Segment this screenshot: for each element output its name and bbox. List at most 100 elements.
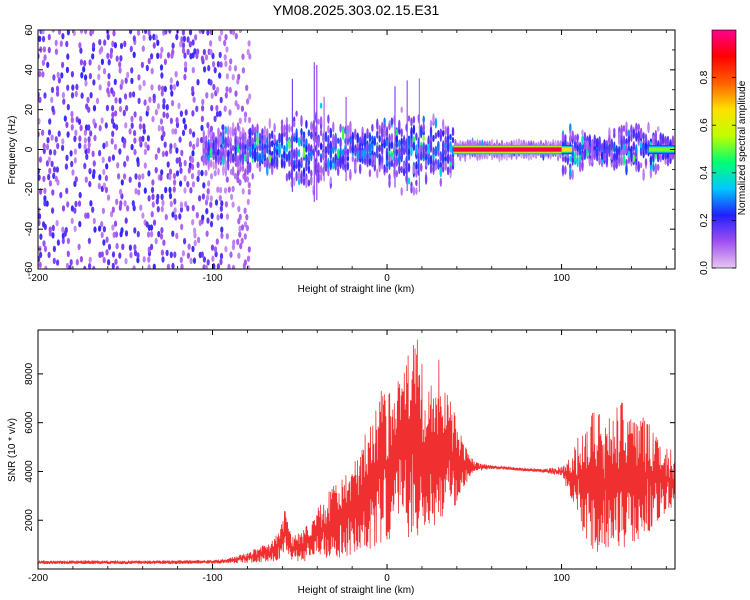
heat-cell: [124, 77, 128, 84]
heat-cell: [324, 131, 328, 142]
heat-cell: [637, 130, 640, 139]
heat-cell: [439, 153, 442, 163]
heat-cell: [175, 232, 179, 240]
heat-cell: [79, 47, 83, 54]
heat-cell: [337, 161, 340, 168]
heat-cell: [610, 141, 613, 151]
heat-cell: [422, 115, 425, 124]
heat-cell: [241, 53, 245, 60]
heat-cell: [246, 98, 250, 105]
heat-cell: [209, 125, 213, 132]
heat-cell: [451, 127, 455, 135]
heat-cell: [644, 158, 648, 166]
heat-cell: [177, 102, 181, 110]
heat-cell: [415, 179, 418, 187]
heat-cell: [61, 226, 65, 233]
heat-cell: [407, 177, 411, 185]
heat-cell: [258, 165, 262, 173]
heat-cell: [581, 129, 584, 136]
heat-cell: [102, 226, 106, 233]
heat-cell: [77, 118, 82, 125]
heat-cell: [337, 148, 340, 159]
heat-cell: [218, 51, 222, 59]
heat-cell: [263, 125, 267, 136]
heat-cell: [388, 153, 391, 163]
heat-cell: [100, 251, 104, 258]
heat-cell: [295, 110, 298, 117]
heat-cell: [102, 168, 106, 176]
heat-cell: [581, 135, 584, 146]
heat-cell: [605, 149, 609, 157]
heat-cell: [442, 118, 445, 131]
heat-cell: [38, 174, 41, 181]
heat-cell: [225, 86, 229, 93]
heat-cell: [439, 166, 442, 178]
heat-cell: [110, 87, 114, 94]
heat-cell: [83, 143, 87, 150]
tonal-line-band: [561, 147, 573, 149]
heat-cell: [327, 166, 330, 177]
heat-cell: [266, 161, 269, 169]
heat-cell: [657, 126, 660, 133]
heat-cell: [57, 77, 62, 84]
heat-cell: [186, 181, 190, 188]
heat-cell: [410, 185, 413, 194]
heat-cell: [297, 149, 301, 158]
heat-cell: [44, 265, 48, 269]
heat-cell: [218, 195, 222, 202]
heat-cell: [59, 191, 63, 199]
heat-cell: [118, 148, 122, 155]
heat-cell: [173, 142, 177, 149]
heat-cell: [186, 48, 190, 56]
heat-cell: [183, 238, 187, 245]
heat-cell: [245, 224, 249, 232]
tonal-line-band: [648, 151, 675, 154]
heat-cell: [180, 263, 184, 269]
heat-cell: [151, 115, 155, 123]
heat-cell: [368, 156, 372, 167]
heat-cell: [237, 205, 241, 213]
heat-cell: [51, 207, 55, 214]
heat-cell: [169, 143, 173, 150]
heat-cell: [117, 173, 121, 180]
heat-cell: [71, 84, 75, 91]
heat-cell: [152, 93, 156, 101]
heat-cell: [142, 79, 146, 87]
heat-cell: [432, 113, 435, 124]
heat-cell: [246, 138, 249, 150]
heat-cell: [236, 176, 240, 183]
heat-cell: [390, 160, 394, 168]
heat-cell: [627, 156, 631, 165]
heat-cell: [188, 140, 192, 148]
heat-cell: [248, 93, 252, 100]
heat-cell: [412, 141, 416, 151]
heat-cell: [216, 263, 220, 269]
heat-cell: [87, 237, 91, 245]
heat-cell: [236, 157, 240, 167]
heat-cell: [191, 181, 195, 188]
heat-cell: [112, 122, 116, 129]
heat-cell: [179, 41, 183, 48]
heat-cell: [160, 90, 164, 97]
heat-cell: [83, 265, 87, 269]
heat-cell: [43, 92, 47, 99]
heat-cell: [647, 125, 650, 132]
heat-cell: [156, 206, 160, 213]
heat-cell: [407, 154, 411, 161]
heat-cell: [302, 168, 306, 175]
heat-cell: [434, 117, 438, 129]
heat-cell: [319, 142, 323, 151]
heat-cell: [209, 40, 213, 47]
heat-cell: [300, 115, 303, 127]
heat-cell: [363, 136, 367, 147]
heat-cell: [149, 224, 154, 231]
heat-cell: [349, 168, 352, 181]
heat-cell: [275, 157, 279, 168]
heat-cell: [100, 117, 104, 124]
heat-cell: [78, 220, 82, 228]
y-tick-label: 8000: [24, 362, 35, 385]
heat-cell: [137, 174, 142, 181]
heat-cell: [395, 156, 398, 167]
heat-cell: [302, 142, 306, 150]
heat-cell: [231, 185, 235, 193]
